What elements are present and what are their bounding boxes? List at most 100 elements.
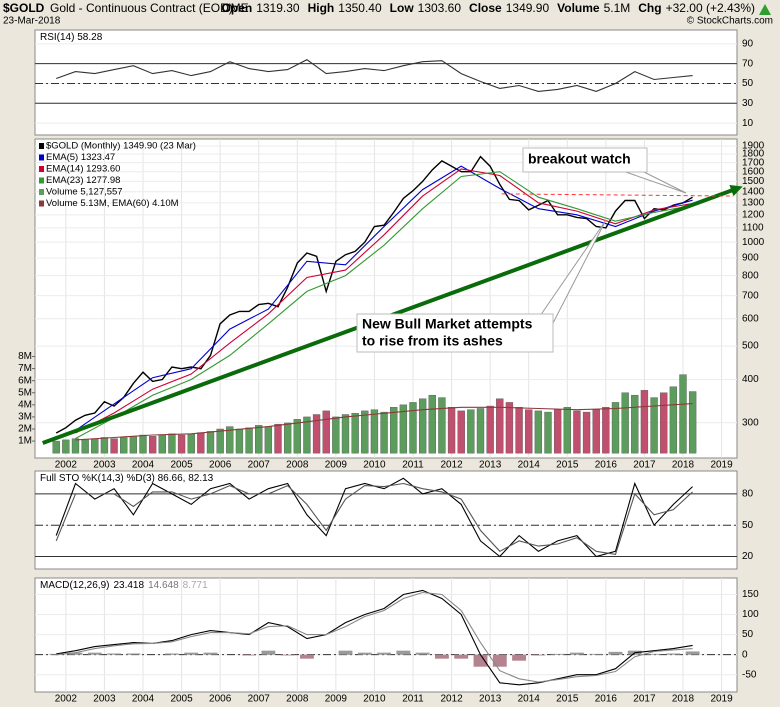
- legend-swatch: [39, 200, 44, 207]
- legend-swatch: [39, 177, 44, 184]
- annotation-text: to rise from its ashes: [362, 333, 503, 349]
- y-tick-label: 100: [742, 609, 759, 620]
- bar: [52, 440, 60, 454]
- x-tick-label: 2017: [633, 694, 656, 705]
- bar: [640, 390, 649, 454]
- y-tick-label: 70: [742, 58, 754, 69]
- bar: [312, 414, 321, 454]
- x-tick-label: 2018: [672, 460, 695, 471]
- bar: [274, 423, 282, 454]
- bar: [390, 407, 398, 454]
- y-tick-label: 400: [742, 374, 759, 385]
- y2-tick-label: 2M: [18, 424, 32, 435]
- quote-value: 1350.40: [338, 1, 382, 15]
- y2-tick-label: 4M: [18, 399, 32, 410]
- x-tick-label: 2004: [132, 460, 155, 471]
- bar: [148, 436, 157, 454]
- bar: [589, 653, 604, 655]
- bar: [216, 428, 224, 454]
- bar: [203, 652, 218, 655]
- bar: [81, 439, 89, 454]
- line: [56, 589, 693, 686]
- bar: [666, 653, 681, 655]
- bar: [245, 427, 253, 454]
- trendline: [501, 193, 734, 197]
- y-tick-label: 500: [742, 341, 759, 352]
- bar: [139, 434, 147, 454]
- bar: [126, 653, 141, 655]
- readout: 23.418: [113, 580, 144, 591]
- x-tick-label: 2003: [93, 460, 116, 471]
- symbol: $GOLD: [3, 1, 45, 15]
- y-tick-label: 30: [742, 98, 754, 109]
- legend-swatch: [39, 143, 44, 149]
- bar: [573, 410, 581, 454]
- y2-tick-label: 7M: [18, 363, 32, 374]
- x-tick-label: 2004: [132, 694, 155, 705]
- bar: [592, 409, 600, 454]
- line: [75, 165, 693, 431]
- instrument-name: Gold - Continuous Contract (EOD): [50, 1, 233, 15]
- y2-tick-label: 1M: [18, 436, 32, 447]
- y2-tick-label: 5M: [18, 387, 32, 398]
- legend-entry: Volume 5.13M, EMA(60) 4.10M: [46, 198, 179, 209]
- bar: [283, 422, 292, 454]
- bar: [550, 653, 565, 655]
- line: [75, 403, 693, 441]
- readout: 14.648: [148, 580, 179, 591]
- bar: [351, 413, 359, 454]
- x-tick-label: 2014: [518, 694, 541, 705]
- bar: [467, 409, 475, 454]
- line: [56, 59, 693, 92]
- y-tick-label: 1000: [742, 237, 765, 248]
- line: [55, 482, 693, 556]
- bar: [380, 411, 388, 454]
- bar: [669, 386, 678, 454]
- bar: [377, 652, 392, 655]
- panel-title-text: Full STO %K(14,3) %D(3) 86.66, 82.13: [40, 473, 214, 484]
- panel-title: Full STO %K(14,3) %D(3) 86.66, 82.13: [40, 473, 214, 484]
- x-tick-label: 2009: [325, 460, 348, 471]
- bar: [242, 654, 257, 656]
- x-tick-label: 2013: [479, 694, 502, 705]
- x-tick-label: 2018: [672, 694, 695, 705]
- quote-label: Chg: [638, 1, 661, 15]
- legend-swatch: [39, 166, 44, 172]
- bar: [338, 650, 353, 655]
- bar: [563, 407, 571, 454]
- x-tick-label: 2002: [55, 694, 78, 705]
- bar: [553, 409, 562, 454]
- bar: [110, 438, 118, 454]
- y-tick-label: 10: [742, 118, 754, 129]
- legend-swatch: [39, 154, 44, 161]
- bar: [512, 654, 527, 661]
- legend-entry: Volume 5,127,557: [46, 187, 123, 198]
- y-tick-label: 0: [742, 649, 748, 660]
- y-tick-label: 1300: [742, 197, 765, 208]
- bar: [107, 653, 122, 655]
- y2-tick-label: 3M: [18, 412, 32, 423]
- bar: [492, 654, 507, 667]
- bar: [608, 651, 623, 655]
- y-tick-label: 1100: [742, 223, 764, 234]
- bar: [496, 398, 504, 454]
- bar: [361, 410, 369, 454]
- x-tick-label: 2012: [440, 460, 463, 471]
- bar: [525, 409, 533, 454]
- bar: [569, 652, 584, 655]
- bar: [168, 433, 176, 454]
- y2-tick-label: 6M: [18, 375, 32, 386]
- annotation: New Bull Market attempts to rise from it…: [356, 219, 607, 353]
- line: [55, 155, 693, 434]
- panel: [34, 470, 738, 570]
- y-tick-label: 700: [742, 290, 759, 301]
- bar: [631, 394, 639, 454]
- y-tick-label: 1600: [742, 166, 765, 177]
- bar: [660, 392, 668, 454]
- legend-swatch: [39, 189, 44, 195]
- x-tick-label: 2005: [170, 460, 193, 471]
- y-tick-label: 300: [742, 417, 759, 428]
- x-tick-label: 2015: [556, 460, 579, 471]
- quote: Open 1319.30 High 1350.40 Low 1303.60 Close 134…: [222, 1, 755, 15]
